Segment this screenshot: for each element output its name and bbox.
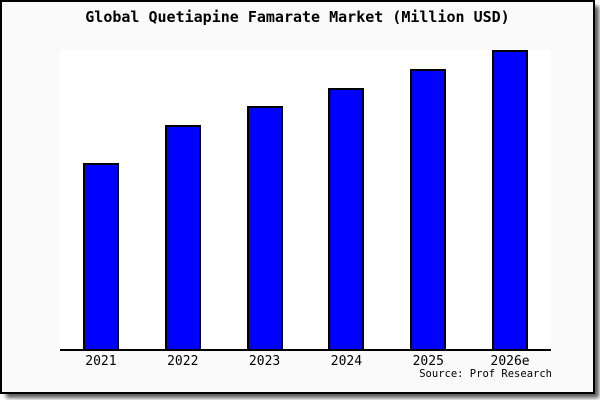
- x-tick-label-2022: 2022: [167, 354, 199, 369]
- x-tick-label-2021: 2021: [85, 354, 117, 369]
- x-tick-label-2025: 2025: [412, 354, 444, 369]
- chart-title: Global Quetiapine Famarate Market (Milli…: [85, 8, 510, 26]
- bar-2023: [246, 106, 283, 349]
- x-tick-label-2026e: 2026e: [490, 354, 530, 369]
- bar-2021: [82, 163, 119, 349]
- source-credit: Source: Prof Research: [419, 368, 552, 380]
- plot-area: [60, 50, 551, 351]
- x-tick-label-2024: 2024: [330, 354, 363, 369]
- chart-card: Global Quetiapine Famarate Market (Milli…: [0, 0, 595, 394]
- bar-2025: [410, 69, 447, 349]
- bar-2022: [164, 125, 201, 349]
- x-tick-label-2023: 2023: [248, 354, 281, 369]
- bar-2024: [328, 88, 365, 349]
- bar-2026e: [492, 50, 529, 349]
